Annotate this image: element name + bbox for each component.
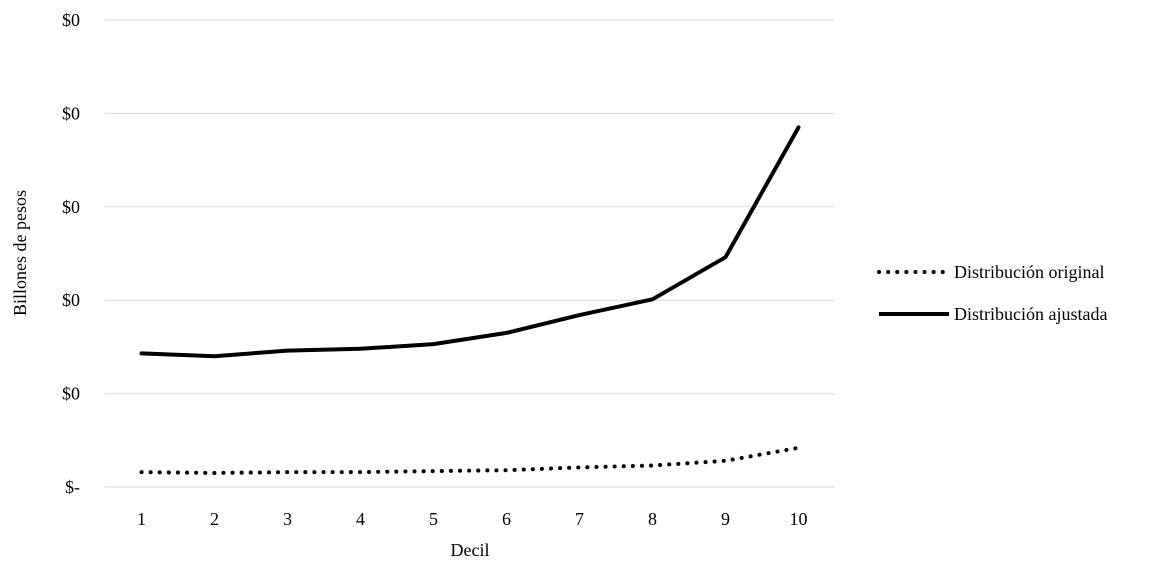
y-tick-label: $0 xyxy=(62,10,80,30)
x-tick-label: 4 xyxy=(356,509,365,529)
legend: Distribución original Distribución ajusta… xyxy=(877,262,1107,324)
y-tick-label: $0 xyxy=(62,103,80,123)
x-tick-label: 1 xyxy=(137,509,146,529)
x-tick-label: 5 xyxy=(429,509,438,529)
x-axis-ticks: 1 2 3 4 5 6 7 8 9 10 xyxy=(137,509,808,529)
x-tick-label: 2 xyxy=(210,509,219,529)
legend-label: Distribución original xyxy=(954,262,1104,282)
x-tick-label: 8 xyxy=(648,509,657,529)
series-line-2 xyxy=(139,125,801,359)
x-tick-label: 3 xyxy=(283,509,292,529)
x-tick-label: 7 xyxy=(575,509,584,529)
x-tick-label: 6 xyxy=(502,509,511,529)
x-axis-title: Decil xyxy=(451,540,490,560)
series-line-1 xyxy=(139,445,801,475)
x-tick-label: 10 xyxy=(790,509,808,529)
y-tick-label: $- xyxy=(65,477,80,497)
y-tick-label: $0 xyxy=(62,290,80,310)
y-tick-label: $0 xyxy=(62,384,80,404)
y-axis-title: Billones de pesos xyxy=(10,190,30,316)
legend-label: Distribución ajustada xyxy=(954,304,1107,324)
y-tick-label: $0 xyxy=(62,197,80,217)
y-axis-ticks: $- $0 $0 $0 $0 $0 xyxy=(62,10,80,497)
gridlines xyxy=(105,19,835,488)
series-layer xyxy=(139,125,801,475)
x-tick-label: 9 xyxy=(721,509,730,529)
